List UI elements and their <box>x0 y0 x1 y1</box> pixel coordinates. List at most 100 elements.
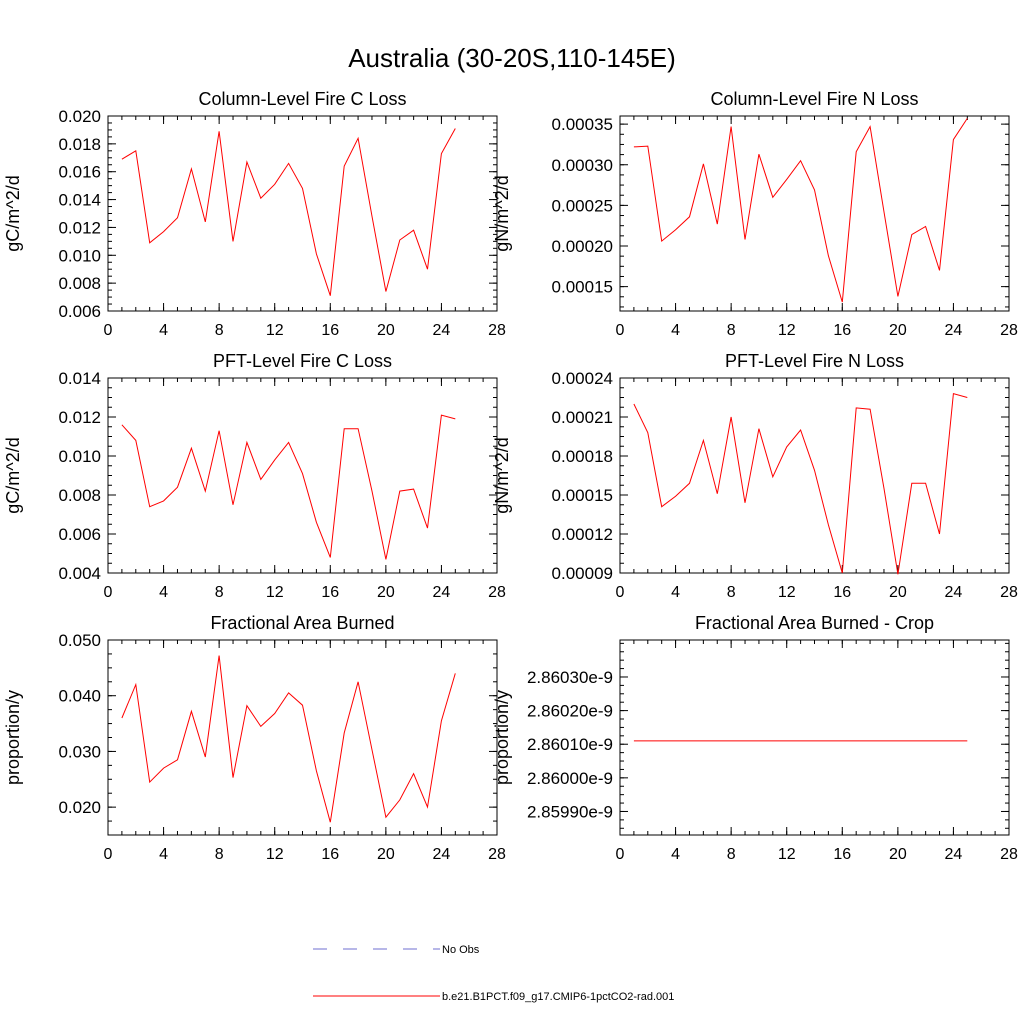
y-tick-label: 0.010 <box>58 246 101 265</box>
x-tick-label: 16 <box>321 846 339 863</box>
plot-frame <box>107 377 498 574</box>
panels: Column-Level Fire C Loss 0 4 8 12 16 20 24 28 0.0… <box>3 89 1018 863</box>
x-tick-label: 16 <box>833 584 851 601</box>
y-tick-label: 0.020 <box>58 107 101 126</box>
chart-title: Fractional Area Burned - Crop <box>695 613 934 633</box>
figure-title: Australia (30-20S,110-145E) <box>348 43 676 73</box>
chart-title: PFT-Level Fire C Loss <box>213 351 392 371</box>
plot-frame <box>619 115 1010 312</box>
x-tick-label: 4 <box>671 584 680 601</box>
y-axis-label: gN/m^2/d <box>492 175 512 251</box>
y-tick-label: 0.00012 <box>552 525 613 544</box>
chart-panel-5: Fractional Area Burned 0 4 8 12 16 20 24 28 0.020… <box>3 613 506 863</box>
chart-panel-1: Column-Level Fire C Loss 0 4 8 12 16 20 24 28 0.0… <box>3 89 506 339</box>
x-tick-label: 28 <box>1000 322 1018 339</box>
x-tick-label: 24 <box>433 584 451 601</box>
x-tick-label: 8 <box>727 584 736 601</box>
y-tick-label: 0.00024 <box>552 369 613 388</box>
x-tick-label: 12 <box>266 322 284 339</box>
y-tick-label: 0.00015 <box>552 278 613 297</box>
y-tick-label: 0.00018 <box>552 447 613 466</box>
chart-panel-4: PFT-Level Fire N Loss 0 4 8 12 16 20 24 28 0.0000… <box>492 351 1018 601</box>
x-tick-label: 20 <box>889 322 907 339</box>
y-tick-label: 0.00015 <box>552 486 613 505</box>
x-tick-label: 0 <box>104 322 113 339</box>
x-tick-label: 28 <box>488 846 506 863</box>
x-tick-label: 16 <box>833 322 851 339</box>
x-tick-label: 0 <box>104 584 113 601</box>
x-tick-label: 12 <box>778 322 796 339</box>
x-tick-label: 4 <box>159 846 168 863</box>
y-axis-label: gN/m^2/d <box>492 437 512 513</box>
y-tick-label: 0.016 <box>58 163 101 182</box>
plot-frame <box>619 639 1010 836</box>
x-tick-label: 12 <box>266 584 284 601</box>
legend-label-model: b.e21.B1PCT.f09_g17.CMIP6-1pctCO2-rad.00… <box>442 991 674 1003</box>
y-tick-label: 0.018 <box>58 135 101 154</box>
y-tick-label: 0.00025 <box>552 196 613 215</box>
x-tick-label: 16 <box>321 584 339 601</box>
x-tick-label: 0 <box>616 322 625 339</box>
x-tick-label: 8 <box>215 846 224 863</box>
x-tick-label: 20 <box>889 846 907 863</box>
x-tick-label: 20 <box>889 584 907 601</box>
x-tick-label: 0 <box>616 846 625 863</box>
x-tick-label: 24 <box>945 584 963 601</box>
y-tick-label: 0.014 <box>58 191 101 210</box>
y-tick-label: 0.006 <box>58 525 101 544</box>
y-tick-label: 0.008 <box>58 486 101 505</box>
x-tick-label: 20 <box>377 584 395 601</box>
x-tick-label: 28 <box>1000 584 1018 601</box>
x-tick-label: 28 <box>488 584 506 601</box>
x-tick-label: 4 <box>159 322 168 339</box>
x-tick-label: 16 <box>321 322 339 339</box>
x-tick-label: 24 <box>433 322 451 339</box>
y-tick-label: 0.012 <box>58 218 101 237</box>
y-tick-label: 0.00009 <box>552 564 613 583</box>
y-tick-label: 0.00020 <box>552 237 613 256</box>
y-tick-label: 0.050 <box>58 631 101 650</box>
chart-title: Column-Level Fire N Loss <box>710 89 918 109</box>
x-tick-label: 12 <box>778 846 796 863</box>
y-axis-label: proportion/y <box>492 690 512 785</box>
y-tick-label: 0.00030 <box>552 156 613 175</box>
series-line <box>633 392 968 575</box>
x-tick-label: 12 <box>266 846 284 863</box>
y-tick-label: 2.86000e-9 <box>527 769 613 788</box>
legend-label-no-obs: No Obs <box>442 944 480 956</box>
series-line <box>633 118 968 303</box>
x-tick-label: 24 <box>945 322 963 339</box>
y-axis-label: gC/m^2/d <box>3 175 23 251</box>
chart-title: PFT-Level Fire N Loss <box>725 351 904 371</box>
y-axis-label: proportion/y <box>3 690 23 785</box>
y-tick-label: 0.030 <box>58 742 101 761</box>
y-tick-label: 0.040 <box>58 687 101 706</box>
x-tick-label: 24 <box>945 846 963 863</box>
y-tick-label: 0.004 <box>58 564 101 583</box>
x-tick-label: 12 <box>778 584 796 601</box>
legend: No Obs b.e21.B1PCT.f09_g17.CMIP6-1pctCO2… <box>313 944 674 1003</box>
y-axis-label: gC/m^2/d <box>3 437 23 513</box>
y-tick-label: 2.86020e-9 <box>527 702 613 721</box>
y-tick-label: 0.00035 <box>552 115 613 134</box>
y-tick-label: 2.86010e-9 <box>527 735 613 754</box>
x-tick-label: 0 <box>616 584 625 601</box>
x-tick-label: 4 <box>159 584 168 601</box>
x-tick-label: 4 <box>671 322 680 339</box>
x-tick-label: 20 <box>377 846 395 863</box>
x-tick-label: 16 <box>833 846 851 863</box>
chart-title: Column-Level Fire C Loss <box>198 89 406 109</box>
y-tick-label: 0.006 <box>58 302 101 321</box>
x-tick-label: 28 <box>488 322 506 339</box>
series-line <box>121 655 456 823</box>
y-tick-label: 2.86030e-9 <box>527 668 613 687</box>
chart-panel-6: Fractional Area Burned - Crop 0 4 8 12 16 20 24… <box>492 613 1018 863</box>
y-tick-label: 0.00021 <box>552 408 613 427</box>
y-tick-label: 2.85990e-9 <box>527 802 613 821</box>
x-tick-label: 8 <box>215 322 224 339</box>
y-tick-label: 0.010 <box>58 447 101 466</box>
plot-frame <box>619 377 1010 574</box>
chart-panel-2: Column-Level Fire N Loss 0 4 8 12 16 20 24 28 0.0… <box>492 89 1018 339</box>
x-tick-label: 8 <box>215 584 224 601</box>
